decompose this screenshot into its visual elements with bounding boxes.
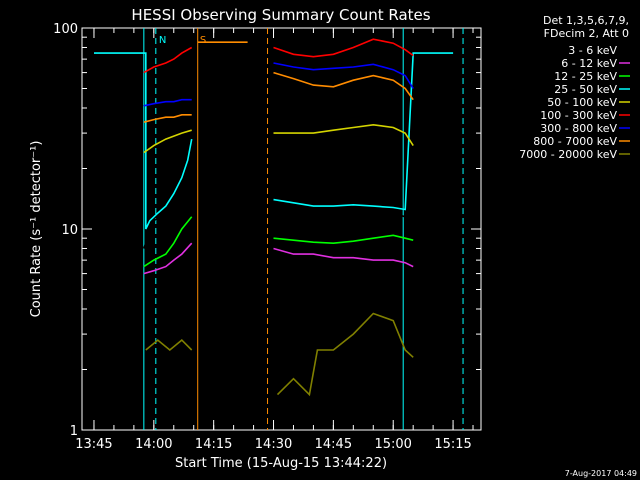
legend-entry-5: 100 - 300 keV — [540, 109, 617, 122]
flag-marker: S — [200, 35, 206, 46]
x-axis: 13:45 14:00 14:15 14:30 14:45 15:00 15:15 — [75, 28, 474, 452]
legend-entry-6: 300 - 800 keV — [540, 122, 617, 135]
series-line-3 — [273, 52, 454, 211]
legend-entry-8: 7000 - 20000 keV — [519, 148, 617, 161]
legend-entry-4: 50 - 100 keV — [547, 96, 617, 109]
plot-frame — [81, 27, 482, 431]
x-tick-label: 15:15 — [434, 437, 471, 452]
series-line-7 — [143, 114, 192, 123]
legend-entry-3: 25 - 50 keV — [554, 83, 617, 96]
x-tick-label: 15:00 — [374, 437, 411, 452]
series-line-2 — [273, 234, 414, 245]
series-line-1 — [143, 242, 193, 275]
series-line-0 — [273, 198, 414, 222]
x-tick-label: 14:15 — [195, 437, 232, 452]
series-line-8 — [145, 339, 193, 352]
series-line-3 — [94, 52, 193, 230]
legend-entry-2: 12 - 25 keV — [554, 70, 617, 83]
legend-entry-7: 800 - 7000 keV — [533, 135, 617, 148]
footer-timestamp: 7-Aug-2017 04:49 — [565, 469, 637, 478]
series-line-0 — [143, 208, 192, 249]
series-group — [94, 38, 454, 397]
series-line-1 — [273, 247, 414, 268]
series-line-6 — [143, 98, 192, 107]
legend-entry-1: 6 - 12 keV — [561, 57, 617, 70]
x-tick-label: 13:45 — [75, 437, 112, 452]
flag-marker: N — [159, 35, 166, 46]
series-line-4 — [273, 123, 414, 147]
x-axis-label: Start Time (15-Aug-15 13:44:22) — [175, 456, 387, 471]
series-line-6 — [273, 62, 414, 89]
y-tick-label: 1 — [70, 424, 78, 439]
series-line-5 — [143, 46, 193, 74]
legend-header: Det 1,3,5,6,7,9, — [543, 14, 629, 27]
series-line-4 — [143, 129, 192, 154]
legend-entry-0: 3 - 6 keV — [568, 44, 617, 57]
y-axis: 1 10 100 — [53, 22, 481, 439]
x-tick-label: 14:30 — [255, 437, 292, 452]
chart-title: HESSI Observing Summary Count Rates — [131, 6, 430, 24]
vertical-markers — [143, 28, 464, 430]
legend-header: FDecim 2, Att 0 — [544, 27, 629, 40]
x-tick-label: 14:00 — [135, 437, 172, 452]
legend: Det 1,3,5,6,7,9,FDecim 2, Att 0 3 - 6 keV… — [519, 14, 630, 161]
series-line-8 — [276, 312, 414, 397]
x-tick-label: 14:45 — [315, 437, 352, 452]
series-line-5 — [273, 38, 414, 58]
series-line-2 — [143, 216, 193, 268]
y-axis-label: Count Rate (s⁻¹ detector⁻¹) — [29, 141, 44, 318]
series-line-7 — [273, 71, 414, 101]
y-tick-label: 100 — [53, 22, 78, 37]
y-tick-label: 10 — [61, 223, 78, 238]
